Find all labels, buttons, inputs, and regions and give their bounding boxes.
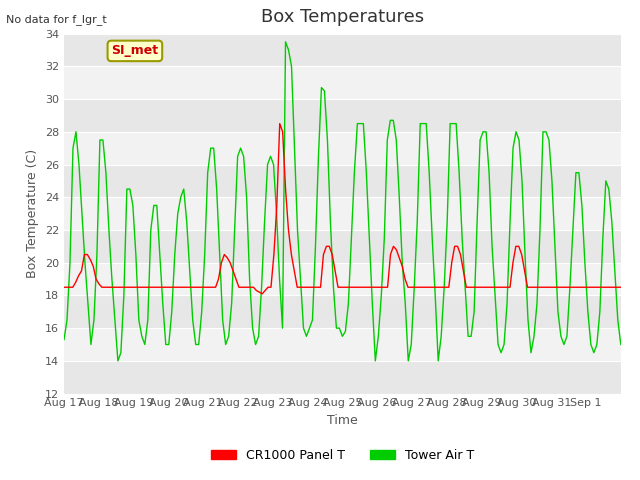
- Tower Air T: [515, 137, 523, 143]
- CR1000 Panel T: [384, 284, 392, 290]
- Bar: [64, 165, 621, 197]
- CR1000 Panel T: [127, 284, 135, 290]
- Bar: [64, 230, 621, 263]
- Title: Box Temperatures: Box Temperatures: [261, 9, 424, 26]
- Tower Air T: [114, 358, 122, 364]
- Bar: [64, 328, 621, 361]
- CR1000 Panel T: [291, 268, 298, 274]
- Tower Air T: [81, 260, 89, 265]
- CR1000 Panel T: [296, 284, 304, 290]
- CR1000 Panel T: [617, 284, 625, 290]
- Y-axis label: Box Temperature (C): Box Temperature (C): [26, 149, 39, 278]
- Text: SI_met: SI_met: [111, 44, 159, 58]
- Line: Tower Air T: Tower Air T: [64, 42, 621, 361]
- CR1000 Panel T: [60, 284, 68, 290]
- Tower Air T: [60, 336, 68, 342]
- Legend: CR1000 Panel T, Tower Air T: CR1000 Panel T, Tower Air T: [206, 444, 479, 467]
- Tower Air T: [183, 219, 191, 225]
- Tower Air T: [282, 39, 289, 45]
- Tower Air T: [521, 252, 529, 257]
- Bar: [64, 361, 621, 394]
- Line: CR1000 Panel T: CR1000 Panel T: [64, 123, 621, 294]
- Bar: [64, 132, 621, 165]
- Bar: [64, 34, 621, 66]
- Text: No data for f_lgr_t: No data for f_lgr_t: [6, 14, 107, 25]
- Bar: [64, 99, 621, 132]
- Bar: [64, 295, 621, 328]
- Bar: [64, 263, 621, 295]
- Tower Air T: [335, 325, 343, 331]
- Tower Air T: [617, 342, 625, 348]
- Tower Air T: [431, 292, 439, 298]
- CR1000 Panel T: [416, 284, 424, 290]
- CR1000 Panel T: [346, 284, 353, 290]
- Bar: [64, 197, 621, 230]
- X-axis label: Time: Time: [327, 414, 358, 427]
- Bar: [64, 66, 621, 99]
- CR1000 Panel T: [259, 291, 266, 297]
- CR1000 Panel T: [276, 120, 284, 126]
